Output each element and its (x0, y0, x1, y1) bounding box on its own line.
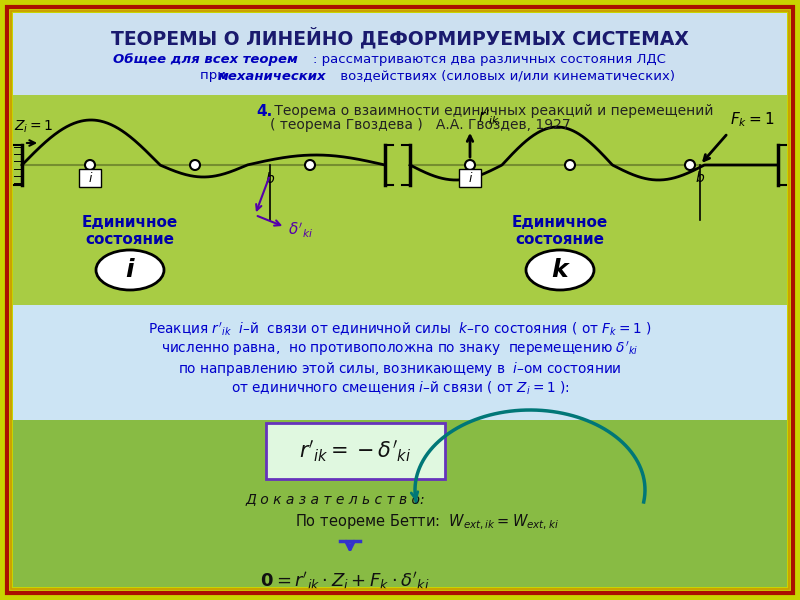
FancyBboxPatch shape (79, 169, 101, 187)
Text: воздействиях (силовых и/или кинематических): воздействиях (силовых и/или кинематическ… (336, 70, 675, 82)
FancyBboxPatch shape (13, 13, 787, 95)
Text: Единичное
состояние: Единичное состояние (82, 215, 178, 247)
Text: Теорема о взаимности единичных реакций и перемещений: Теорема о взаимности единичных реакций и… (270, 104, 714, 118)
Circle shape (305, 160, 315, 170)
Circle shape (685, 160, 695, 170)
Text: $r'_{ik} = -\delta'_{ki}$: $r'_{ik} = -\delta'_{ki}$ (299, 438, 411, 464)
Text: $Z_i=1$: $Z_i=1$ (14, 119, 54, 135)
Text: $\mathbf{0} = r'_{ik} \cdot Z_i + F_k \cdot \delta'_{ki}$: $\mathbf{0} = r'_{ik} \cdot Z_i + F_k \c… (260, 570, 430, 592)
Text: численно равна,  но противоположна по знаку  перемещению $\delta'_{ki}$: численно равна, но противоположна по зна… (162, 340, 638, 358)
Text: : рассматриваются два различных состояния ЛДС: : рассматриваются два различных состояни… (313, 53, 666, 67)
Text: Реакция $r'_{ik}$  $i$–й  связи от единичной силы  $k$–го состояния ( от $F_k = : Реакция $r'_{ik}$ $i$–й связи от единичн… (148, 320, 652, 338)
Text: $r'_{ik}$: $r'_{ik}$ (478, 107, 500, 127)
Text: $F_k=1$: $F_k=1$ (730, 110, 774, 129)
FancyBboxPatch shape (13, 420, 787, 587)
Text: b: b (696, 171, 704, 185)
Circle shape (465, 160, 475, 170)
Text: i: i (468, 172, 472, 185)
FancyBboxPatch shape (13, 95, 787, 305)
Text: k: k (552, 258, 568, 282)
Ellipse shape (96, 250, 164, 290)
Text: 4.: 4. (256, 104, 272, 119)
Circle shape (565, 160, 575, 170)
FancyBboxPatch shape (13, 305, 787, 420)
Text: механических: механических (218, 70, 326, 82)
Text: b: b (266, 172, 274, 186)
Text: ( теорема Гвоздева )   А.А. Гвоздев, 1927: ( теорема Гвоздева ) А.А. Гвоздев, 1927 (270, 118, 570, 132)
Text: Единичное
состояние: Единичное состояние (512, 215, 608, 247)
Text: i: i (88, 172, 92, 185)
Text: ТЕОРЕМЫ О ЛИНЕЙНО ДЕФОРМИРУЕМЫХ СИСТЕМАХ: ТЕОРЕМЫ О ЛИНЕЙНО ДЕФОРМИРУЕМЫХ СИСТЕМАХ (111, 27, 689, 49)
Text: при: при (200, 70, 230, 82)
Text: от единичного смещения $i$–й связи ( от $Z_i = 1$ ):: от единичного смещения $i$–й связи ( от … (230, 380, 570, 397)
FancyBboxPatch shape (266, 423, 445, 479)
Text: Общее для всех теорем: Общее для всех теорем (113, 53, 298, 67)
FancyBboxPatch shape (459, 169, 481, 187)
Text: По теореме Бетти:  $W_{ext,ik} = W_{ext,ki}$: По теореме Бетти: $W_{ext,ik} = W_{ext,k… (295, 513, 559, 532)
Text: $\delta'_{ki}$: $\delta'_{ki}$ (288, 220, 313, 239)
Text: по направлению этой силы, возникающему в  $i$–ом состоянии: по направлению этой силы, возникающему в… (178, 360, 622, 378)
Circle shape (190, 160, 200, 170)
Circle shape (85, 160, 95, 170)
Ellipse shape (526, 250, 594, 290)
Text: i: i (126, 258, 134, 282)
Text: Д о к а з а т е л ь с т в о:: Д о к а з а т е л ь с т в о: (245, 492, 425, 506)
